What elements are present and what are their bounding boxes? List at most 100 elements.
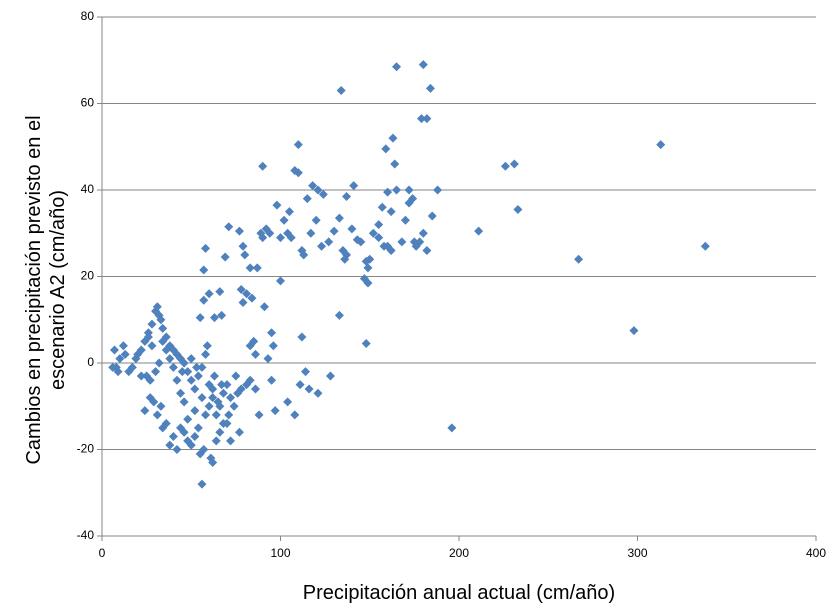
y-axis-title: Cambios en precipitación previsto en el	[23, 115, 45, 464]
point	[179, 358, 189, 368]
point	[222, 380, 232, 390]
point	[356, 237, 366, 247]
point	[392, 185, 402, 195]
point	[422, 114, 432, 124]
x-tick-label: 100	[270, 546, 290, 560]
point	[334, 213, 344, 223]
point	[374, 220, 384, 230]
point	[147, 319, 157, 329]
point	[368, 228, 378, 238]
point	[254, 410, 264, 420]
point	[109, 345, 119, 355]
point	[145, 393, 155, 403]
point	[386, 207, 396, 217]
point	[193, 423, 203, 433]
point	[324, 237, 334, 247]
point	[374, 233, 384, 243]
point	[238, 297, 248, 307]
point	[151, 367, 161, 377]
point	[574, 254, 584, 264]
x-tick-label: 400	[806, 546, 826, 560]
point	[140, 406, 150, 416]
point	[190, 384, 200, 394]
point	[172, 445, 182, 454]
point	[179, 397, 189, 407]
point	[302, 194, 312, 204]
point	[427, 211, 437, 221]
point	[259, 302, 269, 312]
point	[272, 200, 282, 210]
point	[217, 310, 227, 320]
point	[267, 375, 277, 385]
x-tick-label: 200	[449, 546, 469, 560]
point	[195, 449, 205, 459]
point	[168, 432, 178, 442]
point	[293, 168, 303, 178]
point	[386, 246, 396, 256]
point	[172, 375, 182, 385]
point	[165, 440, 175, 450]
point	[404, 185, 414, 195]
point	[217, 380, 227, 390]
point	[318, 189, 328, 199]
point	[190, 406, 200, 416]
point	[251, 384, 261, 394]
point	[211, 410, 221, 420]
point	[201, 349, 211, 359]
point	[381, 144, 391, 154]
point	[145, 375, 155, 385]
point	[295, 380, 305, 390]
y-axis-title: escenario A2 (cm/año)	[47, 190, 69, 390]
point	[363, 263, 373, 273]
point	[136, 371, 146, 381]
point	[422, 246, 432, 256]
point	[300, 367, 310, 377]
point	[245, 263, 255, 273]
x-axis-title: Precipitación anual actual (cm/año)	[303, 582, 615, 604]
point	[325, 371, 335, 381]
point	[156, 401, 166, 411]
point	[299, 250, 309, 260]
point	[329, 226, 339, 236]
point	[267, 328, 277, 338]
point	[363, 278, 373, 288]
point	[240, 250, 250, 260]
point	[199, 295, 209, 305]
point	[192, 362, 202, 372]
y-tick-label: -40	[77, 528, 95, 542]
point	[204, 380, 214, 390]
point	[176, 423, 186, 433]
point	[234, 226, 244, 236]
point	[197, 479, 207, 489]
point	[183, 436, 193, 446]
point	[397, 237, 407, 247]
point	[202, 341, 212, 351]
point	[700, 241, 710, 251]
x-tick-label: 0	[99, 546, 106, 560]
point	[258, 161, 268, 171]
point	[425, 83, 435, 93]
point	[154, 358, 164, 368]
point	[388, 133, 398, 143]
point	[509, 159, 519, 169]
point	[390, 159, 400, 169]
point	[268, 341, 278, 351]
point	[193, 371, 203, 381]
point	[236, 284, 246, 294]
point	[418, 60, 428, 70]
point	[156, 315, 166, 325]
point	[408, 194, 418, 204]
point	[118, 341, 128, 351]
point	[231, 371, 241, 381]
point	[276, 276, 285, 286]
point	[186, 354, 196, 364]
point	[215, 287, 225, 297]
point	[190, 432, 200, 442]
point	[251, 349, 261, 359]
point	[120, 349, 130, 359]
point	[115, 354, 125, 364]
point	[252, 263, 262, 273]
point	[263, 354, 273, 364]
point	[183, 367, 193, 377]
point	[222, 419, 232, 429]
